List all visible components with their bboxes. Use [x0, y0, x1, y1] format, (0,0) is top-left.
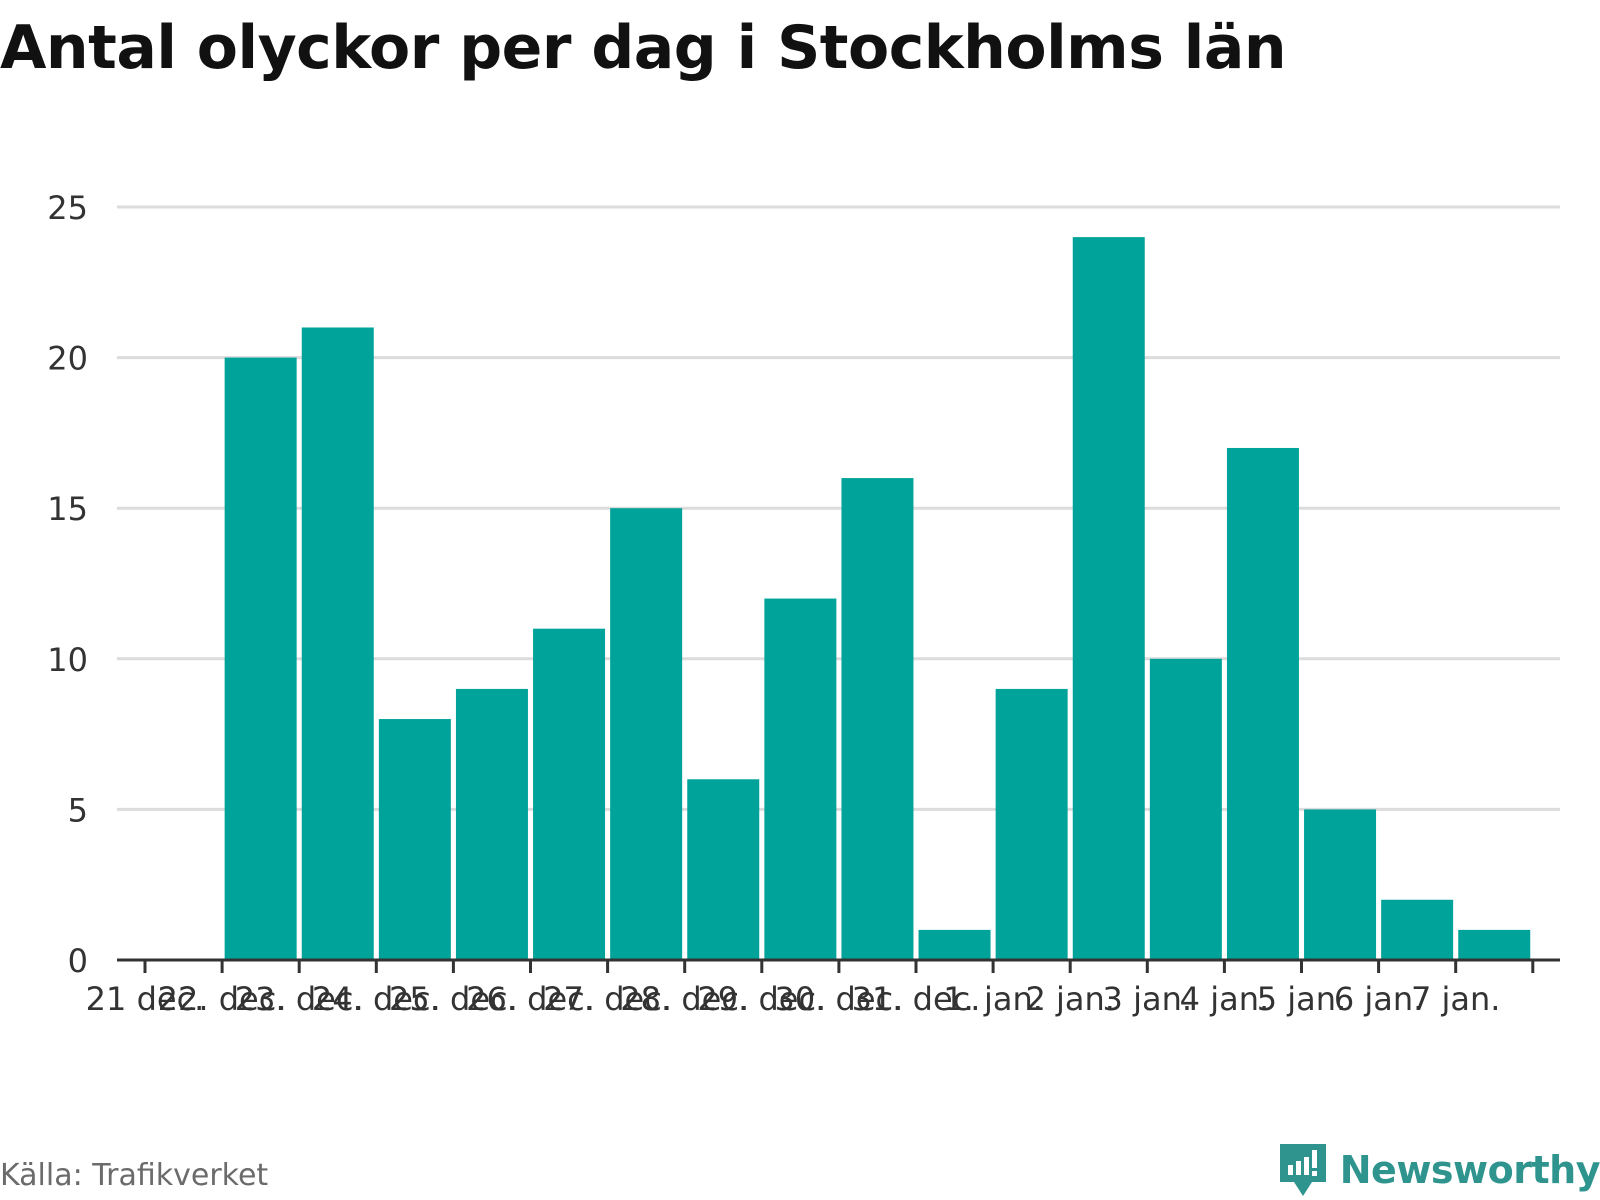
bar	[1226, 447, 1299, 961]
source-note: Källa: Trafikverket	[0, 1158, 269, 1193]
x-tick-label: 6 jan.	[1334, 980, 1423, 1018]
x-tick-label: 29. dec.	[697, 980, 826, 1018]
x-tick-label: 2 jan.	[1025, 980, 1114, 1018]
bar	[224, 357, 297, 961]
x-tick-label: 5 jan.	[1257, 980, 1346, 1018]
y-tick-label: 15	[47, 490, 88, 528]
x-tick-label: 28. dec.	[620, 980, 749, 1018]
x-tick-label: 4 jan.	[1180, 980, 1269, 1018]
bar	[378, 719, 451, 960]
newsworthy-logo-icon	[1279, 1144, 1326, 1196]
bar	[687, 779, 760, 960]
bar	[455, 688, 528, 960]
y-tick-label: 5	[68, 791, 88, 829]
bar	[533, 628, 606, 960]
chart-title: Antal olyckor per dag i Stockholms län	[0, 13, 1287, 83]
bar	[764, 598, 837, 960]
y-tick-label: 10	[47, 641, 88, 679]
x-tick-label: 23. dec.	[235, 980, 364, 1018]
bar	[841, 478, 914, 960]
brand: Newsworthy	[1276, 1140, 1600, 1200]
brand-name: Newsworthy	[1339, 1148, 1600, 1192]
y-tick-label: 20	[47, 340, 88, 378]
x-tick-label: 27. dec.	[543, 980, 672, 1018]
x-tick-label: 3 jan.	[1103, 980, 1192, 1018]
x-axis-labels: 21 dec.22. dec.23. dec.24. dec.25. dec.2…	[86, 980, 1501, 1018]
bar	[1381, 899, 1454, 960]
bars	[224, 237, 1531, 961]
bar	[918, 929, 991, 960]
bar	[610, 508, 683, 960]
y-tick-label: 25	[47, 189, 88, 227]
x-tick-label: 24. dec.	[312, 980, 441, 1018]
x-axis	[117, 958, 1560, 973]
y-tick-label: 0	[68, 942, 88, 980]
x-tick-label: 26. dec.	[466, 980, 595, 1018]
bar	[1149, 658, 1222, 960]
x-tick-label: 1. jan.	[943, 980, 1043, 1018]
y-axis-labels: 0 5 10 15 20 25	[47, 189, 88, 980]
x-tick-label: 21 dec.	[86, 980, 205, 1018]
bar	[995, 688, 1068, 960]
bar	[1458, 929, 1531, 960]
x-tick-label: 25. dec.	[389, 980, 518, 1018]
bar	[1072, 237, 1145, 960]
bar	[301, 327, 374, 961]
x-tick-label: 30. dec.	[774, 980, 903, 1018]
x-tick-label: 7 jan.	[1411, 980, 1500, 1018]
x-tick-label: 31. dec.	[852, 980, 981, 1018]
x-tick-label: 22. dec.	[158, 980, 287, 1018]
bar	[1304, 809, 1377, 960]
